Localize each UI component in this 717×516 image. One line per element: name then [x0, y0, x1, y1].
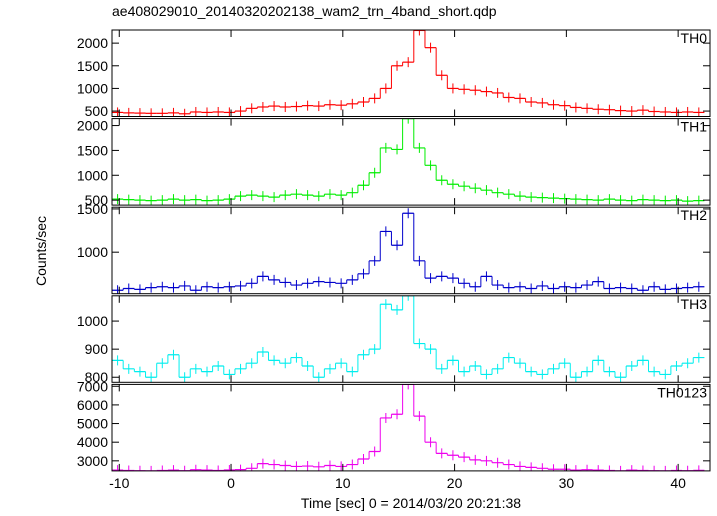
y-tick-label: 500	[85, 103, 109, 119]
y-tick-label: 2000	[77, 118, 108, 134]
y-tick-label: 1000	[77, 167, 108, 183]
y-tick-label: 1500	[77, 201, 108, 217]
y-tick-label: 1000	[77, 313, 108, 329]
x-tick-label: 10	[335, 475, 351, 491]
y-tick-label: 2000	[77, 35, 108, 51]
panel-frame	[111, 118, 711, 206]
panel	[112, 295, 705, 383]
y-tick-label: 900	[85, 341, 109, 357]
panel	[112, 118, 705, 206]
y-tick-label: 1500	[77, 142, 108, 158]
y-tick-label: 1000	[77, 244, 108, 260]
x-tick-label: 0	[227, 475, 235, 491]
x-axis-label: Time [sec] 0 = 2014/03/20 20:21:38	[301, 495, 521, 511]
panel-label: TH1	[681, 119, 708, 135]
panel-frame	[111, 206, 711, 295]
y-tick-label: 500	[85, 192, 109, 208]
y-tick-label: 7000	[77, 378, 108, 394]
panel-label: TH2	[681, 207, 708, 223]
y-tick-label: 4000	[77, 434, 108, 450]
panel-label: TH3	[681, 296, 708, 312]
panel-frame	[111, 295, 711, 383]
y-tick-label: 3000	[77, 453, 108, 469]
panel	[112, 208, 705, 294]
x-tick-label: 40	[670, 475, 686, 491]
y-tick-label: 1500	[77, 58, 108, 74]
x-tick-label: -10	[109, 475, 129, 491]
panel	[112, 30, 705, 117]
panel-label: TH0	[681, 30, 708, 46]
panel-label: TH0123	[657, 384, 707, 400]
x-tick-label: 20	[447, 475, 463, 491]
y-tick-label: 6000	[77, 397, 108, 413]
y-tick-label: 800	[85, 369, 109, 385]
chart-title: ae408029010_20140320202138_wam2_trn_4ban…	[112, 3, 497, 19]
panel-frame	[111, 29, 711, 117]
y-tick-label: 1000	[77, 80, 108, 96]
y-tick-label: 5000	[77, 416, 108, 432]
x-tick-label: 30	[559, 475, 575, 491]
y-axis-label: Counts/sec	[33, 216, 49, 286]
panel-frame	[111, 383, 711, 472]
panel	[112, 384, 705, 471]
